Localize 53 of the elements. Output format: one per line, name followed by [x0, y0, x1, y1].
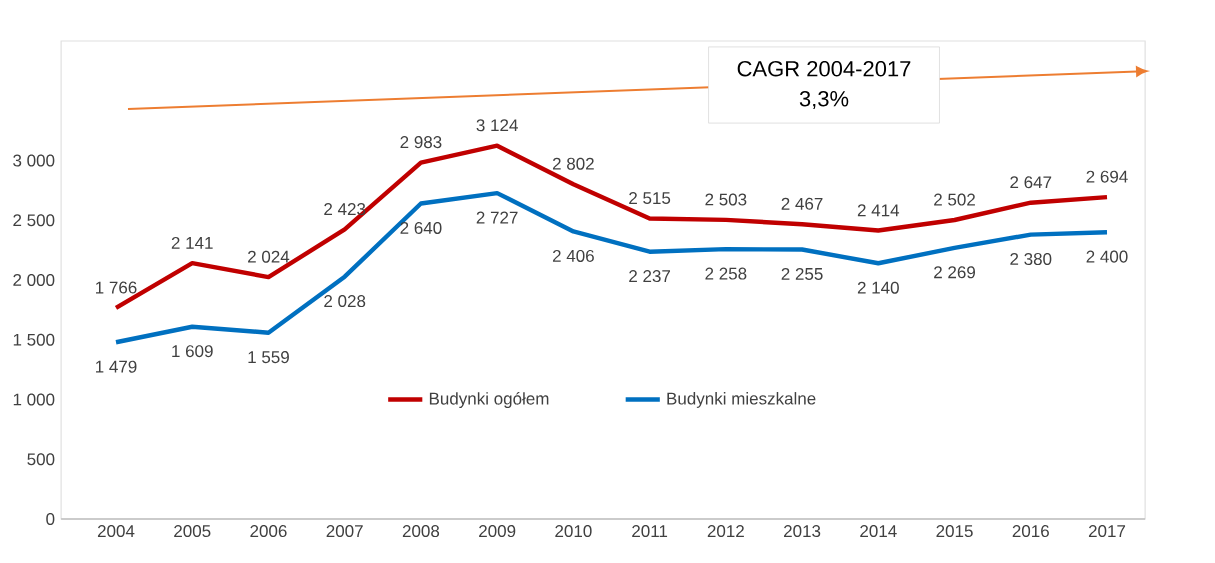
data-label: 2 269 [934, 266, 975, 279]
data-label: 2 140 [857, 281, 899, 294]
data-label: 2 727 [476, 211, 518, 224]
x-tick-label: 2010 [555, 525, 592, 538]
data-label: 2 258 [705, 267, 747, 280]
data-label: 2 028 [324, 295, 366, 308]
x-tick-label: 2005 [174, 525, 211, 538]
x-tick-label: 2017 [1088, 525, 1126, 538]
legend-label: Budynki ogółem [429, 391, 549, 408]
data-label: 2 406 [552, 249, 594, 262]
data-label: 2 414 [857, 204, 900, 217]
data-label: 2 503 [705, 193, 747, 206]
data-label: 3 124 [476, 119, 518, 132]
data-label: 2 467 [781, 197, 823, 210]
data-label: 2 640 [400, 221, 442, 234]
x-tick-label: 2007 [326, 525, 363, 538]
data-label: 2 983 [400, 136, 442, 149]
x-tick-label: 2012 [707, 525, 744, 538]
x-tick-label: 2004 [97, 525, 135, 538]
data-label: 2 380 [1010, 253, 1052, 266]
data-label: 2 502 [934, 193, 975, 206]
x-tick-label: 2014 [860, 525, 897, 538]
data-label: 2 255 [781, 267, 823, 280]
data-label: 2 237 [629, 270, 671, 283]
y-tick-label: 500 [27, 453, 55, 466]
x-tick-label: 2011 [632, 525, 668, 538]
data-label: 1 479 [96, 360, 137, 373]
y-tick-label: 1 500 [13, 333, 55, 346]
data-label: 2 024 [248, 250, 290, 263]
y-tick-label: 3 000 [13, 154, 55, 167]
data-label: 2 400 [1086, 250, 1128, 263]
data-label: 2 141 [171, 236, 213, 249]
data-label: 2 647 [1010, 176, 1052, 189]
y-tick-label: 2 500 [13, 214, 55, 227]
data-label: 1 766 [96, 281, 137, 294]
x-tick-label: 2015 [936, 525, 973, 538]
data-label: 2 694 [1086, 170, 1128, 183]
data-label: 1 609 [172, 345, 213, 358]
annotation: 3,3% [799, 90, 849, 110]
x-tick-label: 2008 [402, 525, 440, 538]
y-tick-label: 0 [46, 513, 55, 526]
x-tick-label: 2006 [250, 525, 287, 538]
data-label: 2 423 [324, 203, 366, 216]
data-label: 2 802 [552, 157, 594, 170]
data-label: 2 515 [629, 192, 671, 205]
y-tick-label: 1 000 [13, 393, 55, 406]
x-tick-label: 2009 [479, 525, 516, 538]
x-tick-label: 2013 [784, 525, 821, 538]
x-tick-label: 2016 [1012, 525, 1049, 538]
data-label: 1 559 [248, 351, 289, 364]
y-tick-label: 2 000 [13, 274, 55, 287]
annotation: CAGR 2004-2017 [737, 60, 911, 77]
legend-label: Budynki mieszkalne [667, 392, 816, 408]
